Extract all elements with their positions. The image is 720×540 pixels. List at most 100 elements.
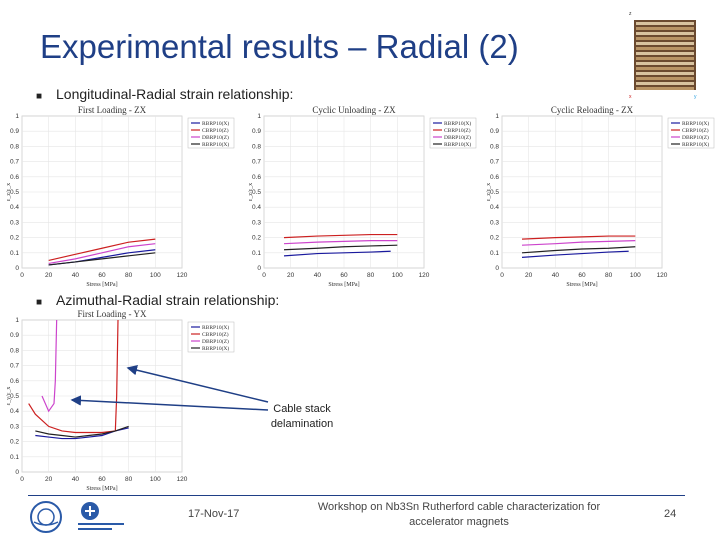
y-tick-label: 0.5: [490, 189, 499, 196]
cable-stack-thumbnail: z x y: [629, 11, 697, 100]
y-axis-label: ε_z/ε_x: [6, 183, 12, 201]
y-tick-label: 0.7: [252, 159, 261, 166]
y-tick-label: 0.6: [10, 378, 19, 385]
x-axis-label: Stress [MPa]: [566, 282, 597, 288]
chart-title: Cyclic Unloading - ZX: [312, 105, 396, 115]
series-line: [283, 240, 398, 245]
y-tick-label: 0.1: [490, 250, 499, 257]
x-tick-label: 100: [150, 476, 161, 483]
delamination-annotation: Cable stack delamination: [270, 403, 334, 430]
stack-layer: [636, 62, 694, 65]
stack-layer: [636, 27, 694, 30]
page-number: 24: [664, 508, 677, 520]
x-tick-label: 80: [367, 272, 375, 279]
bullet-longitudinal: ■ Longitudinal-Radial strain relationship…: [36, 86, 293, 102]
legend-entry: DBRP10(Z): [202, 338, 229, 345]
chart-cyclic-reloading-zx: 0 20 40 60 80 100 120 0 0.1 0.2 0.3 0.4 0.5 0.6 0.7 0.8…: [486, 105, 715, 288]
series-line: [41, 319, 58, 413]
legend-entry: RBRP10(X): [444, 120, 471, 127]
series-line: [283, 250, 391, 257]
legend-entry: CBRP10(Z): [682, 127, 709, 134]
page-title: Experimental results – Radial (2): [40, 28, 519, 65]
series-line: [48, 243, 156, 265]
y-tick-label: 0.8: [490, 143, 499, 150]
x-tick-label: 120: [419, 272, 430, 279]
bullet-marker: ■: [36, 91, 43, 102]
legend-entry: DBRP10(Z): [682, 134, 709, 141]
footer-date: 17-Nov-17: [188, 508, 240, 520]
y-tick-label: 0.7: [10, 159, 19, 166]
series-line: [521, 250, 629, 258]
cern-logo: [30, 501, 62, 533]
x-tick-label: 120: [177, 272, 188, 279]
y-tick-label: 0.4: [490, 204, 499, 211]
y-tick-label: 0.2: [490, 235, 499, 242]
series-line: [28, 319, 119, 434]
y-tick-label: 0: [495, 265, 499, 272]
y-tick-label: 0.9: [10, 128, 19, 135]
stack-layer: [636, 47, 694, 50]
y-axis-label: ε_z/ε_x: [486, 183, 492, 201]
x-tick-label: 60: [578, 272, 586, 279]
x-tick-label: 100: [150, 272, 161, 279]
y-tick-label: 0.5: [10, 393, 19, 400]
y-tick-label: 0.2: [10, 235, 19, 242]
cable-stack-layers: [634, 20, 696, 90]
series-line: [521, 240, 636, 246]
x-tick-label: 60: [340, 272, 348, 279]
legend-entry: CBRP10(Z): [202, 331, 229, 338]
x-tick-label: 40: [72, 272, 80, 279]
y-tick-label: 0.6: [490, 174, 499, 181]
x-axis-label: Stress [MPa]: [86, 486, 117, 492]
chart-title: Cyclic Reloading - ZX: [551, 105, 634, 115]
x-tick-label: 20: [45, 272, 53, 279]
legend-entry: RBRP10(X): [682, 141, 709, 148]
x-tick-label: 60: [98, 272, 106, 279]
y-tick-label: 0.4: [10, 204, 19, 211]
x-tick-label: 100: [392, 272, 403, 279]
chart-title: First Loading - YX: [78, 309, 147, 319]
y-tick-label: 0.9: [252, 128, 261, 135]
series-line: [48, 252, 156, 266]
stack-layer: [636, 67, 694, 70]
y-tick-label: 0: [15, 469, 19, 476]
y-tick-label: 0.3: [252, 219, 261, 226]
y-axis-label: ε_y/ε_x: [6, 387, 12, 406]
x-tick-label: 80: [125, 476, 133, 483]
y-tick-label: 1: [257, 113, 261, 120]
chart-title: First Loading - ZX: [78, 105, 147, 115]
stack-layer: [636, 87, 694, 90]
x-tick-label: 20: [287, 272, 295, 279]
legend-entry: DBRP10(Z): [202, 134, 229, 141]
y-axis-label: ε_z/ε_x: [248, 183, 254, 201]
series-line: [283, 244, 398, 251]
series-line: [521, 235, 636, 240]
legend-entry: RBRP10(X): [444, 141, 471, 148]
y-tick-label: 0.1: [252, 250, 261, 257]
arrow-to-red-curve: [126, 365, 269, 403]
arrow-to-magenta-curve: [70, 395, 269, 411]
y-tick-label: 0.4: [10, 408, 19, 415]
y-tick-label: 0.1: [10, 454, 19, 461]
y-tick-label: 0: [257, 265, 261, 272]
y-tick-label: 0.5: [252, 189, 261, 196]
x-tick-label: 0: [20, 476, 24, 483]
y-tick-label: 0.1: [10, 250, 19, 257]
stack-layer: [636, 52, 694, 55]
x-tick-label: 0: [500, 272, 504, 279]
y-tick-label: 0.7: [490, 159, 499, 166]
chart-first-loading-zx: 0 20 40 60 80 100 120 0 0.1 0.2 0.3 0.4 0.5 0.6 0.7 0.8…: [6, 105, 235, 288]
x-tick-label: 20: [45, 476, 53, 483]
bullet-longitudinal-text: Longitudinal-Radial strain relationship:: [56, 86, 294, 102]
x-tick-label: 120: [657, 272, 668, 279]
legend-box: [667, 117, 715, 149]
series-line: [48, 238, 156, 261]
x-tick-label: 40: [314, 272, 322, 279]
y-tick-label: 0.6: [10, 174, 19, 181]
y-tick-label: 0.2: [10, 439, 19, 446]
y-tick-label: 0.6: [252, 174, 261, 181]
y-tick-label: 0.8: [10, 143, 19, 150]
thumb-x-label: x: [629, 94, 632, 100]
y-tick-label: 1: [495, 113, 499, 120]
